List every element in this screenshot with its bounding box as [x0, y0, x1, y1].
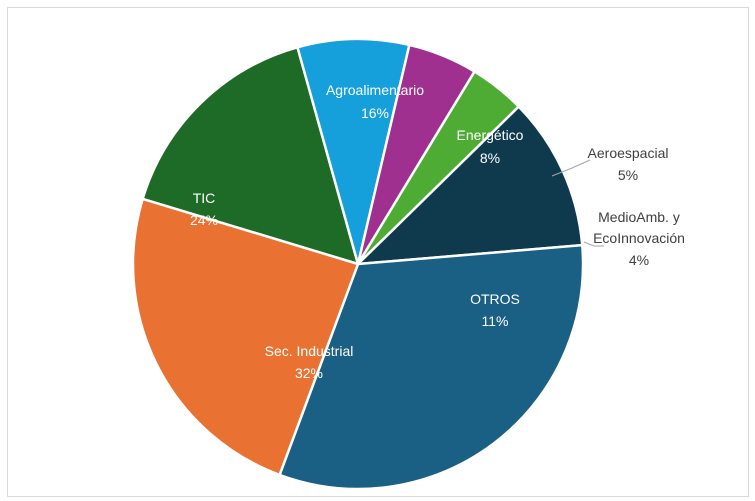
slice-name-medioamb-y-ecoinnovacion-line2: EcoInnovación: [593, 230, 685, 246]
slice-value-otros: 11%: [482, 313, 509, 329]
pie-slice-energetico: [296, 37, 411, 266]
slice-value-agroalimentario: 16%: [361, 105, 389, 121]
slice-name-medioamb-y-ecoinnovacion-line1: MedioAmb. y: [598, 209, 680, 225]
slice-name-energetico: Energético: [457, 127, 524, 143]
pie-slice-tic: [131, 197, 360, 477]
slice-name-sec-industrial: Sec. Industrial: [265, 343, 354, 359]
leader-line-aeroespacial: [551, 159, 591, 177]
slice-name-aeroespacial: Aeroespacial: [588, 145, 669, 161]
pie-slice-otros: [356, 105, 584, 266]
slice-value-tic: 24%: [190, 212, 218, 228]
pie-slice-agroalimentario: [141, 46, 360, 266]
pie-slice-sec-industrial: [278, 243, 585, 491]
slice-value-sec-industrial: 32%: [295, 365, 323, 381]
slice-value-aeroespacial: 5%: [618, 167, 638, 183]
leader-line-medioamb-y-ecoinnovacion: [583, 241, 604, 247]
slice-value-medioamb-y-ecoinnovacion: 4%: [629, 252, 649, 268]
slice-value-energetico: 8%: [480, 150, 500, 166]
slice-name-agroalimentario: Agroalimentario: [326, 82, 424, 98]
slice-name-otros: OTROS: [470, 291, 520, 307]
slice-name-tic: TIC: [193, 190, 216, 206]
